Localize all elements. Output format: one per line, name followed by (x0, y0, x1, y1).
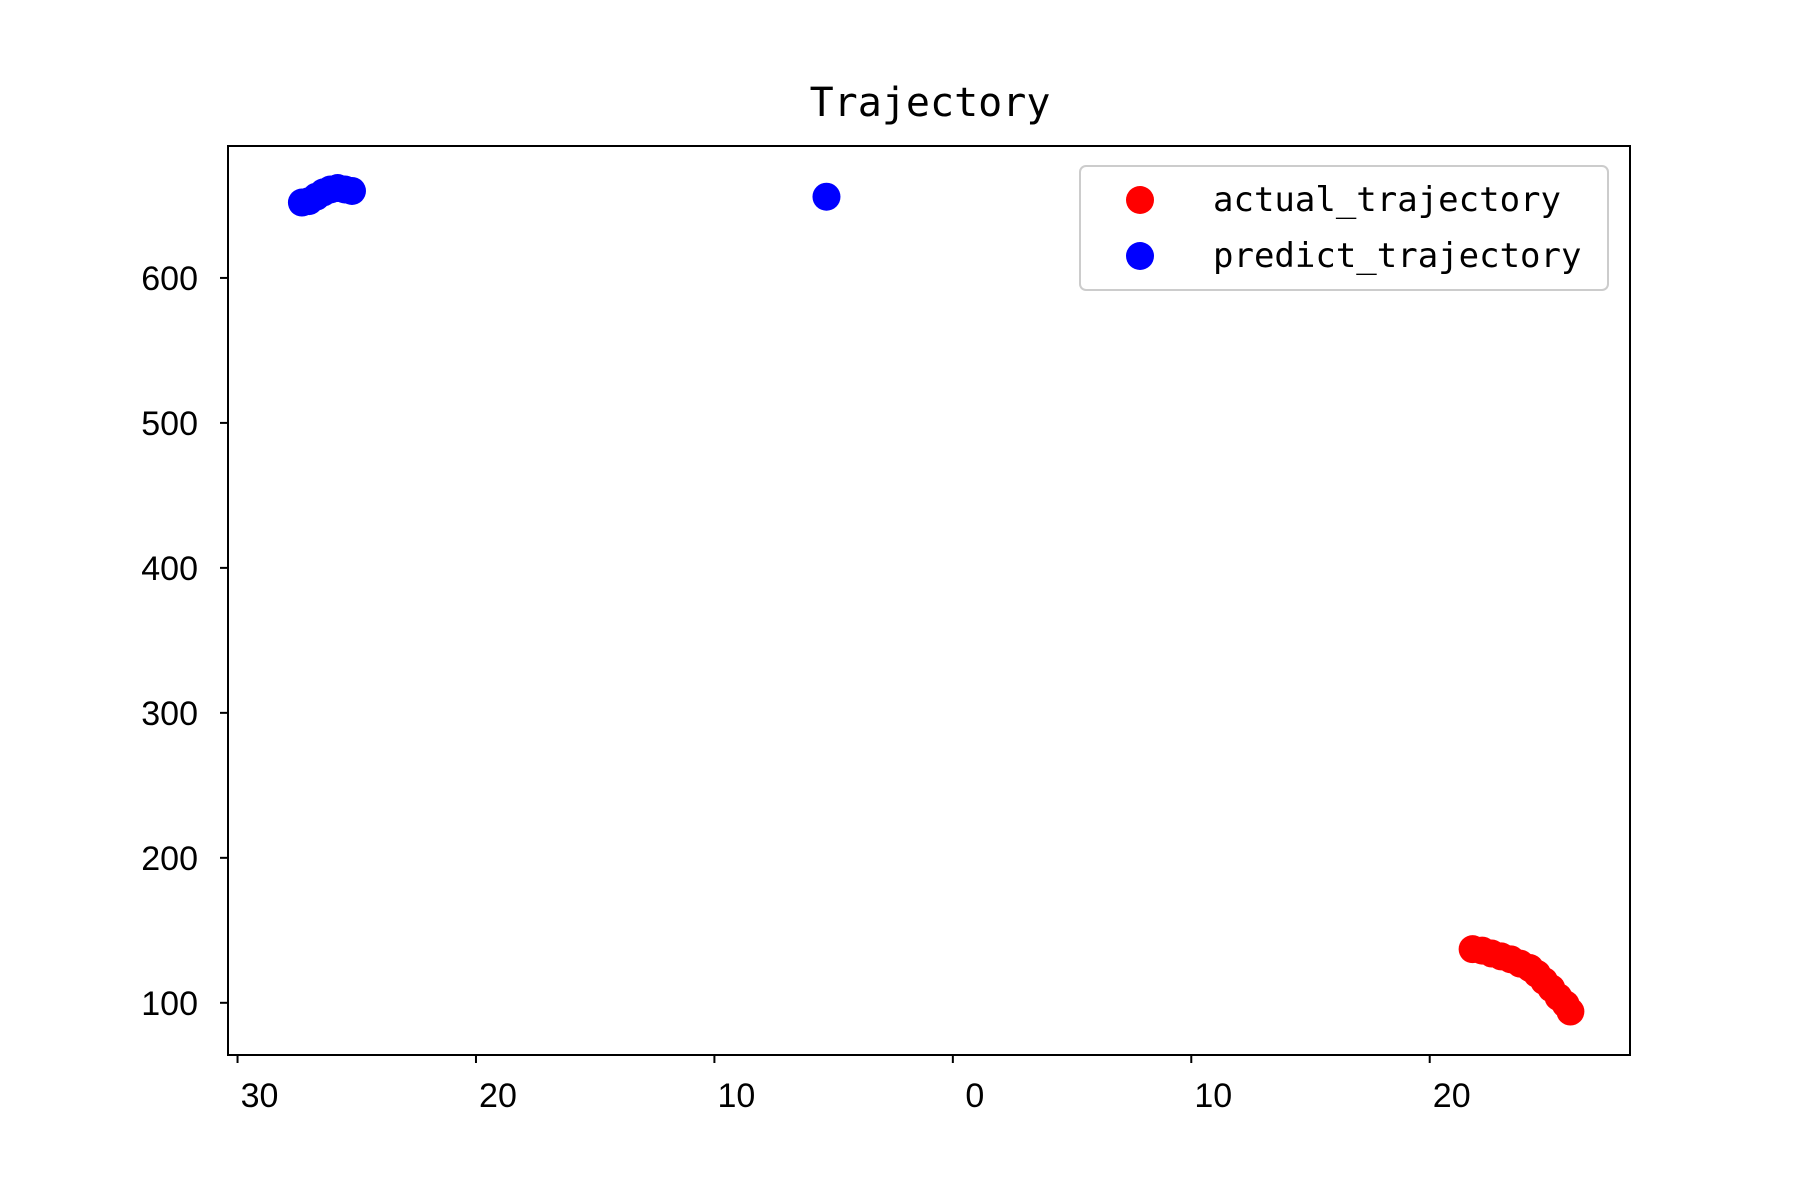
x-tick-label: 20 (479, 1077, 517, 1115)
y-tick-label: 600 (141, 260, 198, 298)
legend-label: actual_trajectory (1213, 180, 1561, 220)
data-point (812, 182, 841, 211)
y-axis: 100 200 300 400 500 600 (141, 260, 228, 1023)
legend-marker (1126, 242, 1154, 270)
y-tick-label: 300 (141, 695, 198, 733)
legend-label: predict_trajectory (1213, 236, 1581, 276)
chart-title: Trajectory (810, 80, 1051, 126)
y-tick-label: 200 (141, 840, 198, 878)
x-tick-label: 0 (965, 1077, 984, 1115)
legend-marker (1126, 186, 1154, 214)
legend-box (1079, 165, 1609, 291)
x-tick-label: 10 (717, 1077, 755, 1115)
y-tick-label: 500 (141, 405, 198, 443)
series-1 (1458, 935, 1585, 1026)
y-tick-label: 100 (141, 985, 198, 1023)
y-tick-label: 400 (141, 550, 198, 588)
data-point (337, 176, 366, 205)
x-tick-label: 10 (1194, 1077, 1232, 1115)
series-2 (287, 174, 841, 217)
x-tick-label: 30 (241, 1077, 279, 1115)
legend: actual_trajectory predict_trajectory (1079, 165, 1609, 291)
x-axis: 30 20 10 0 10 20 (236, 1055, 1471, 1115)
plot-area (228, 146, 1630, 1055)
data-point (1556, 997, 1585, 1026)
x-tick-label: 20 (1433, 1077, 1471, 1115)
plot-frame (227, 145, 1631, 1056)
data-points (287, 174, 1585, 1026)
